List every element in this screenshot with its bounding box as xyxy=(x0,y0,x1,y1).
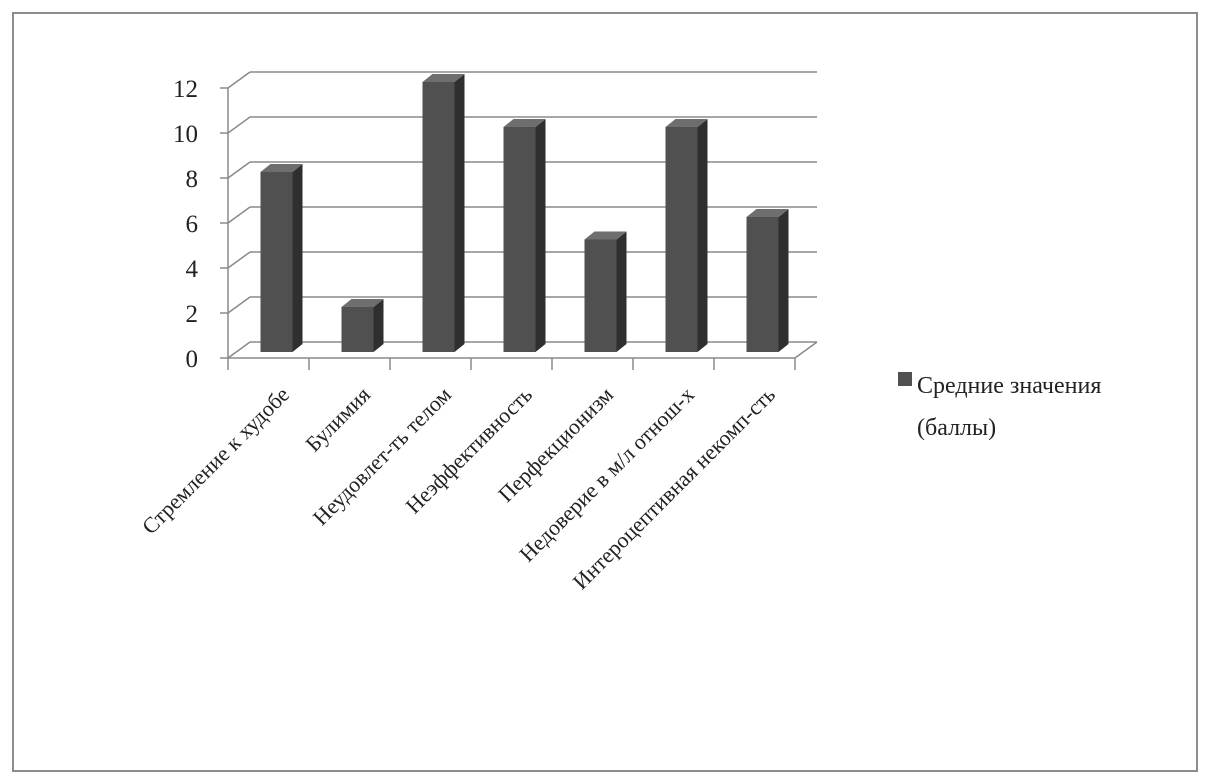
bar-side xyxy=(373,299,384,352)
legend: Средние значения (баллы) xyxy=(898,372,1101,441)
category-label: Стремление к худобе xyxy=(137,382,294,539)
floor-edge xyxy=(794,341,818,359)
y-tick-label: 0 xyxy=(186,346,199,373)
y-tick-label: 6 xyxy=(186,211,199,238)
y-tick-label: 12 xyxy=(173,76,198,103)
gridline-side xyxy=(227,71,251,89)
bar xyxy=(746,209,789,352)
gridline-side xyxy=(227,206,251,224)
bar-side xyxy=(616,231,627,352)
category-label: Неудовлет-ть телом xyxy=(308,382,456,530)
bar-front xyxy=(665,127,698,352)
bar xyxy=(260,164,303,352)
bar-side xyxy=(697,119,708,352)
bars xyxy=(260,74,789,352)
bar-side xyxy=(535,119,546,352)
bar-side xyxy=(778,209,789,352)
bar-top xyxy=(260,164,303,172)
y-tick-labels: 0 2 4 6 8 10 12 xyxy=(173,76,199,373)
bar-side xyxy=(292,164,303,352)
bar-front xyxy=(341,307,374,352)
gridline-side xyxy=(227,296,251,314)
bar-top xyxy=(422,74,465,82)
bar-top xyxy=(584,231,627,240)
bar-side xyxy=(454,74,465,352)
chart-frame xyxy=(12,12,1198,772)
bar-top xyxy=(665,119,708,127)
gridline-side xyxy=(227,116,251,134)
bar-front xyxy=(422,82,455,352)
y-tick-label: 4 xyxy=(186,256,199,283)
bar xyxy=(503,119,546,352)
bar-front xyxy=(584,239,617,352)
bar-front xyxy=(260,172,293,352)
gridline-side xyxy=(227,341,251,359)
y-tick-label: 10 xyxy=(173,121,198,148)
legend-swatch xyxy=(898,372,912,386)
bar-top xyxy=(341,299,384,307)
gridline-side xyxy=(227,251,251,269)
bar-front xyxy=(746,217,779,352)
bar xyxy=(341,299,384,352)
bar xyxy=(422,74,465,352)
bar-top xyxy=(746,209,789,217)
legend-label: (баллы) xyxy=(917,415,996,441)
bar xyxy=(584,231,627,352)
bar-top xyxy=(503,119,546,127)
y-tick-label: 2 xyxy=(186,301,199,328)
category-label: Булимия xyxy=(300,382,375,457)
y-tick-label: 8 xyxy=(186,166,199,193)
bar xyxy=(665,119,708,352)
legend-label: Средние значения xyxy=(917,373,1101,399)
gridline-side xyxy=(227,161,251,179)
bar-front xyxy=(503,127,536,352)
axes xyxy=(220,87,818,370)
